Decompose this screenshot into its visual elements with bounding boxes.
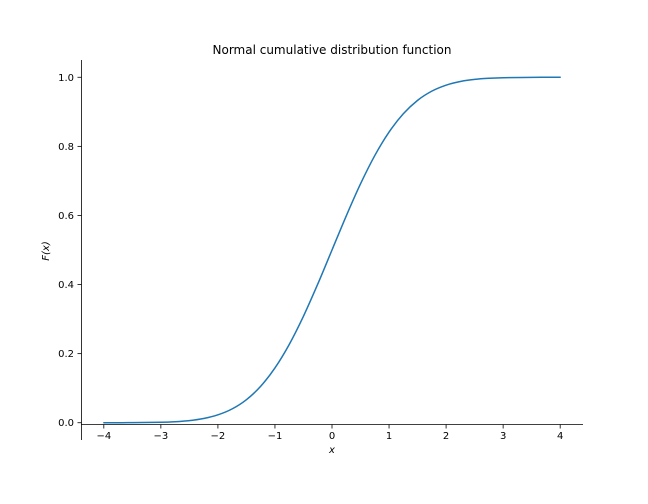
x-tick-label: 3 (500, 431, 506, 442)
chart-title: Normal cumulative distribution function (213, 43, 452, 57)
x-tick-label: −2 (211, 431, 226, 442)
y-ticks: 0.0 0.2 0.4 0.6 0.8 1.0 (58, 73, 82, 429)
x-tick-label: 2 (443, 431, 449, 442)
x-tick-label: 1 (386, 431, 392, 442)
x-ticks: −4 −3 −2 −1 0 1 2 3 4 (96, 424, 563, 442)
y-tick-label: 1.0 (58, 73, 74, 84)
y-tick-label: 0.0 (58, 418, 74, 429)
x-tick-label: −1 (268, 431, 283, 442)
y-tick-label: 0.2 (58, 349, 74, 360)
y-axis-label: F(x) (41, 241, 52, 260)
x-tick-label: −3 (153, 431, 168, 442)
series-line (103, 76, 561, 424)
x-axis-label: x (328, 445, 335, 456)
x-tick-label: −4 (96, 431, 111, 442)
y-tick-label: 0.8 (58, 142, 74, 153)
y-tick-label: 0.6 (58, 211, 74, 222)
x-tick-label: 4 (557, 431, 563, 442)
x-tick-label: 0 (329, 431, 335, 442)
y-tick-label: 0.4 (58, 280, 74, 291)
